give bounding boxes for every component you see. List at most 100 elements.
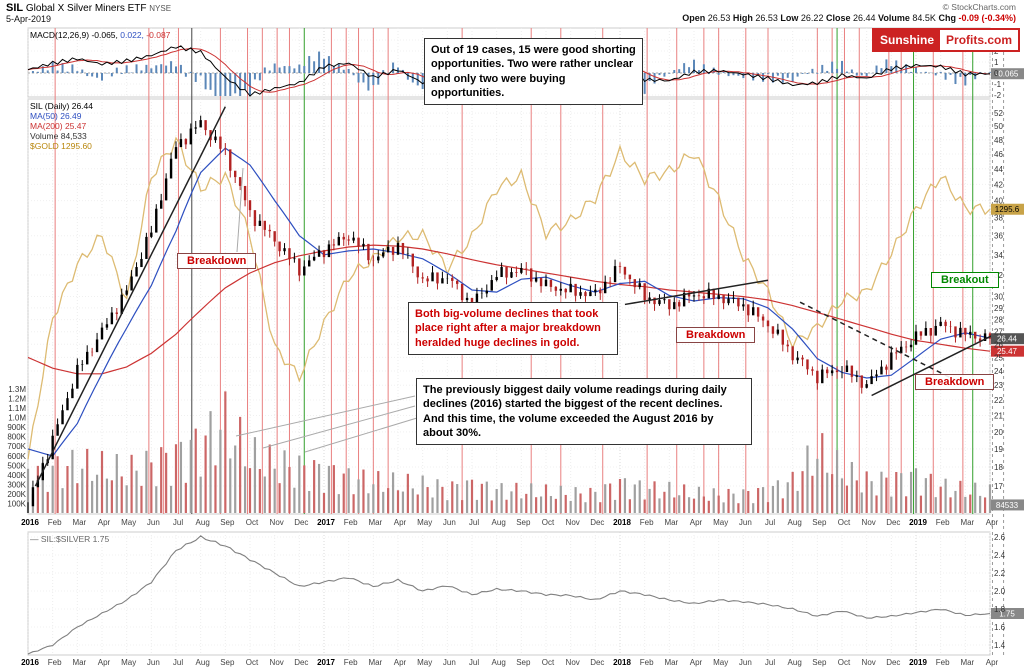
svg-text:200K: 200K	[7, 490, 26, 499]
svg-text:Dec: Dec	[590, 658, 604, 667]
svg-text:May: May	[713, 658, 728, 667]
svg-text:Sep: Sep	[220, 518, 235, 527]
svg-text:Nov: Nov	[270, 658, 284, 667]
svg-text:Apr: Apr	[98, 658, 111, 667]
svg-text:84533: 84533	[996, 501, 1019, 510]
annotation-cases: Out of 19 cases, 15 were good shorting o…	[424, 38, 643, 106]
ticker-name: Global X Silver Miners ETF	[25, 3, 147, 14]
close-label: Close	[825, 13, 851, 23]
svg-text:2019: 2019	[909, 658, 927, 667]
svg-text:30: 30	[994, 293, 1003, 302]
svg-text:Dec: Dec	[886, 658, 900, 667]
volume-bars	[26, 391, 992, 513]
breakdown-label-1: Breakdown	[177, 253, 257, 269]
svg-text:Feb: Feb	[48, 518, 62, 527]
macd-value-2: 0.022,	[120, 30, 144, 40]
gold-line	[27, 136, 991, 460]
svg-text:500K: 500K	[7, 461, 26, 470]
svg-text:400K: 400K	[7, 471, 26, 480]
macd-value-1: -0.065,	[91, 30, 118, 40]
svg-text:1: 1	[994, 58, 999, 67]
svg-text:Jul: Jul	[765, 518, 775, 527]
svg-text:20: 20	[994, 428, 1003, 437]
svg-text:40: 40	[994, 197, 1003, 206]
macd-value-3: -0.087	[146, 30, 171, 40]
svg-text:Oct: Oct	[246, 518, 259, 527]
svg-text:19: 19	[994, 445, 1003, 454]
legend-volume: Volume 84,533	[30, 131, 87, 141]
svg-text:May: May	[121, 518, 136, 527]
svg-text:26: 26	[994, 340, 1003, 349]
svg-text:Jul: Jul	[469, 658, 479, 667]
open-label: Open	[682, 13, 706, 23]
svg-text:Feb: Feb	[48, 658, 62, 667]
svg-text:1.3M: 1.3M	[8, 385, 26, 394]
svg-text:Feb: Feb	[344, 658, 358, 667]
svg-text:27: 27	[994, 328, 1003, 337]
svg-text:900K: 900K	[7, 423, 26, 432]
svg-text:46: 46	[994, 150, 1003, 159]
svg-text:-1: -1	[994, 80, 1002, 89]
svg-text:May: May	[417, 658, 432, 667]
svg-text:Feb: Feb	[344, 518, 358, 527]
logo-profits: Profits.com	[940, 30, 1019, 50]
svg-text:Apr: Apr	[98, 518, 111, 527]
macd-name: MACD(12,26,9)	[30, 30, 90, 40]
svg-text:Dec: Dec	[294, 518, 308, 527]
svg-text:May: May	[121, 658, 136, 667]
chart-date: 5-Apr-2019	[6, 14, 52, 24]
price-candles	[27, 115, 992, 514]
svg-text:Dec: Dec	[294, 658, 308, 667]
svg-text:-0.065: -0.065	[996, 70, 1019, 79]
svg-text:42: 42	[994, 180, 1003, 189]
svg-text:Jun: Jun	[147, 518, 160, 527]
svg-text:May: May	[713, 518, 728, 527]
svg-text:Jun: Jun	[147, 658, 160, 667]
svg-text:Feb: Feb	[640, 518, 654, 527]
svg-text:Sep: Sep	[220, 658, 235, 667]
svg-text:Jun: Jun	[739, 518, 752, 527]
svg-text:17: 17	[994, 482, 1003, 491]
svg-text:18: 18	[994, 463, 1003, 472]
svg-text:Apr: Apr	[690, 658, 703, 667]
breakdown-label-2: Breakdown	[676, 327, 756, 343]
svg-text:May: May	[417, 518, 432, 527]
svg-text:Nov: Nov	[862, 518, 876, 527]
svg-text:2016: 2016	[21, 518, 39, 527]
breakdown-label-3: Breakdown	[915, 374, 995, 390]
svg-text:Mar: Mar	[368, 658, 382, 667]
svg-text:Oct: Oct	[246, 658, 259, 667]
svg-text:Aug: Aug	[196, 518, 210, 527]
svg-text:Aug: Aug	[492, 518, 506, 527]
svg-text:Feb: Feb	[640, 658, 654, 667]
svg-text:2016: 2016	[21, 658, 39, 667]
svg-text:50: 50	[994, 122, 1003, 131]
annotation-connectors	[235, 167, 418, 453]
svg-text:600K: 600K	[7, 452, 26, 461]
svg-text:Nov: Nov	[270, 518, 284, 527]
svg-text:300K: 300K	[7, 480, 26, 489]
legend-ma200: MA(200) 25.47	[30, 121, 87, 131]
moving-averages	[27, 147, 991, 457]
svg-text:34: 34	[994, 251, 1003, 260]
svg-text:48: 48	[994, 136, 1003, 145]
chg-value: -0.09 (-0.34%)	[958, 13, 1016, 23]
svg-text:Oct: Oct	[838, 518, 851, 527]
svg-text:1.75: 1.75	[999, 610, 1015, 619]
svg-text:Apr: Apr	[394, 518, 407, 527]
ratio-line	[27, 535, 991, 655]
close-value: 26.44	[853, 13, 876, 23]
svg-text:2.4: 2.4	[994, 551, 1006, 560]
svg-text:32: 32	[994, 271, 1003, 280]
svg-text:2019: 2019	[909, 518, 927, 527]
svg-text:Mar: Mar	[368, 518, 382, 527]
svg-text:Nov: Nov	[566, 518, 580, 527]
svg-text:2.0: 2.0	[994, 587, 1006, 596]
svg-text:100K: 100K	[7, 499, 26, 508]
svg-text:Mar: Mar	[960, 658, 974, 667]
annotation-volume: The previously biggest daily volume read…	[416, 378, 752, 446]
svg-text:52: 52	[994, 109, 1003, 118]
high-value: 26.53	[755, 13, 778, 23]
svg-text:Aug: Aug	[788, 658, 802, 667]
ratio-legend: — SIL:$SILVER 1.75	[30, 534, 110, 544]
